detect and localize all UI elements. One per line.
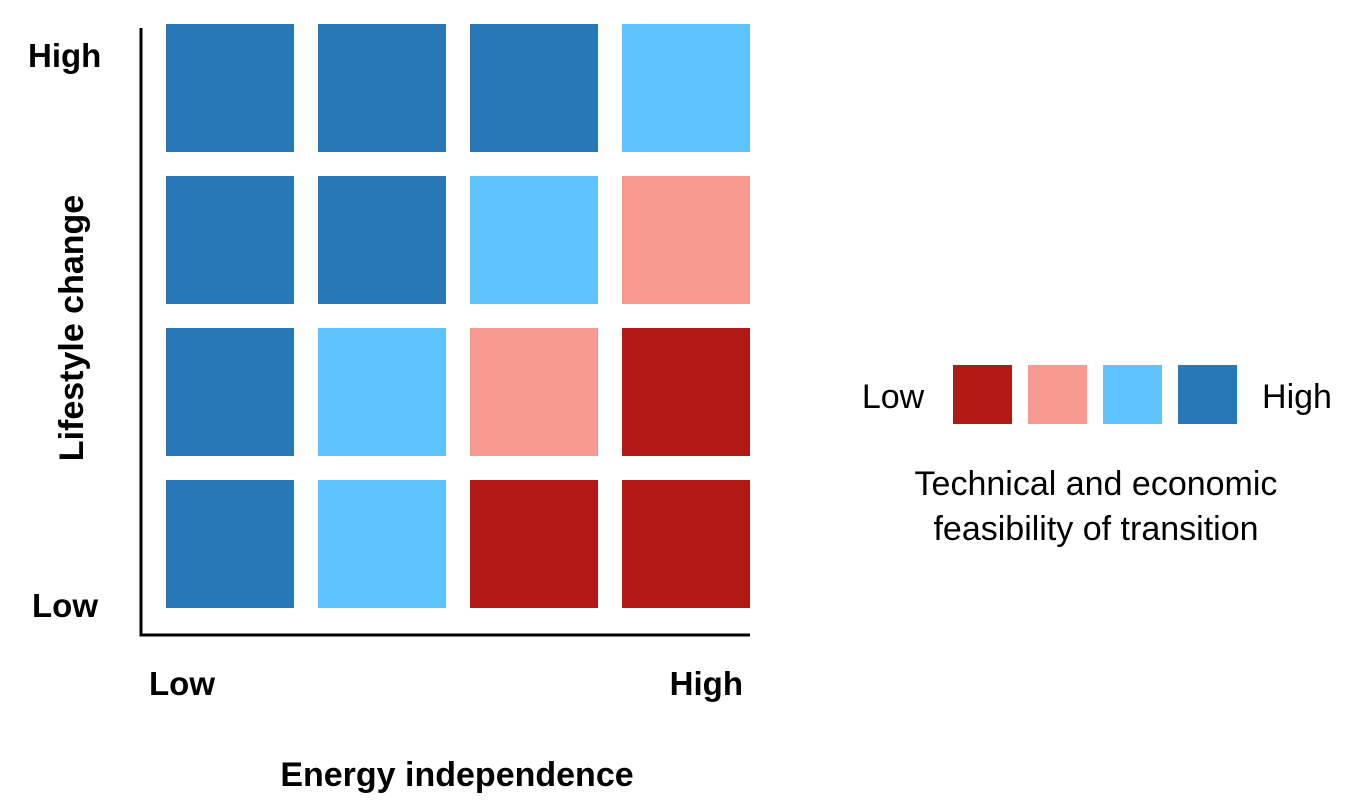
legend-swatch-level-2 bbox=[1028, 365, 1087, 424]
legend-low-label: Low bbox=[862, 378, 925, 416]
y-tick-label-high: High bbox=[28, 37, 101, 74]
heatmap-cell-r2-c4 bbox=[622, 176, 750, 304]
legend-swatches bbox=[953, 365, 1237, 424]
heatmap-cells bbox=[166, 24, 750, 608]
legend-high-label: High bbox=[1262, 378, 1332, 416]
heatmap-cell-r4-c3 bbox=[470, 480, 598, 608]
heatmap-cell-r4-c2 bbox=[318, 480, 446, 608]
heatmap-cell-r4-c1 bbox=[166, 480, 294, 608]
legend-caption-line-2: feasibility of transition bbox=[933, 510, 1258, 548]
y-axis-title: Lifestyle change bbox=[53, 195, 91, 461]
legend-swatch-level-3 bbox=[1103, 365, 1162, 424]
heatmap-cell-r1-c3 bbox=[470, 24, 598, 152]
legend-caption-line-1: Technical and economic bbox=[915, 465, 1278, 503]
x-tick-label-high: High bbox=[670, 665, 743, 702]
legend: Low High Technical and economic feasibil… bbox=[862, 365, 1332, 548]
legend-swatch-level-1 bbox=[953, 365, 1012, 424]
y-tick-label-low: Low bbox=[32, 587, 98, 624]
heatmap-cell-r3-c1 bbox=[166, 328, 294, 456]
heatmap-cell-r3-c4 bbox=[622, 328, 750, 456]
heatmap-cell-r1-c4 bbox=[622, 24, 750, 152]
x-tick-label-low: Low bbox=[149, 665, 215, 702]
heatmap-cell-r1-c2 bbox=[318, 24, 446, 152]
heatmap-cell-r2-c3 bbox=[470, 176, 598, 304]
heatmap-cell-r4-c4 bbox=[622, 480, 750, 608]
heatmap-cell-r3-c3 bbox=[470, 328, 598, 456]
heatmap-cell-r1-c1 bbox=[166, 24, 294, 152]
heatmap-cell-r2-c1 bbox=[166, 176, 294, 304]
heatmap-cell-r2-c2 bbox=[318, 176, 446, 304]
x-axis-title: Energy independence bbox=[280, 756, 633, 794]
heatmap-cell-r3-c2 bbox=[318, 328, 446, 456]
legend-swatch-level-4 bbox=[1178, 365, 1237, 424]
